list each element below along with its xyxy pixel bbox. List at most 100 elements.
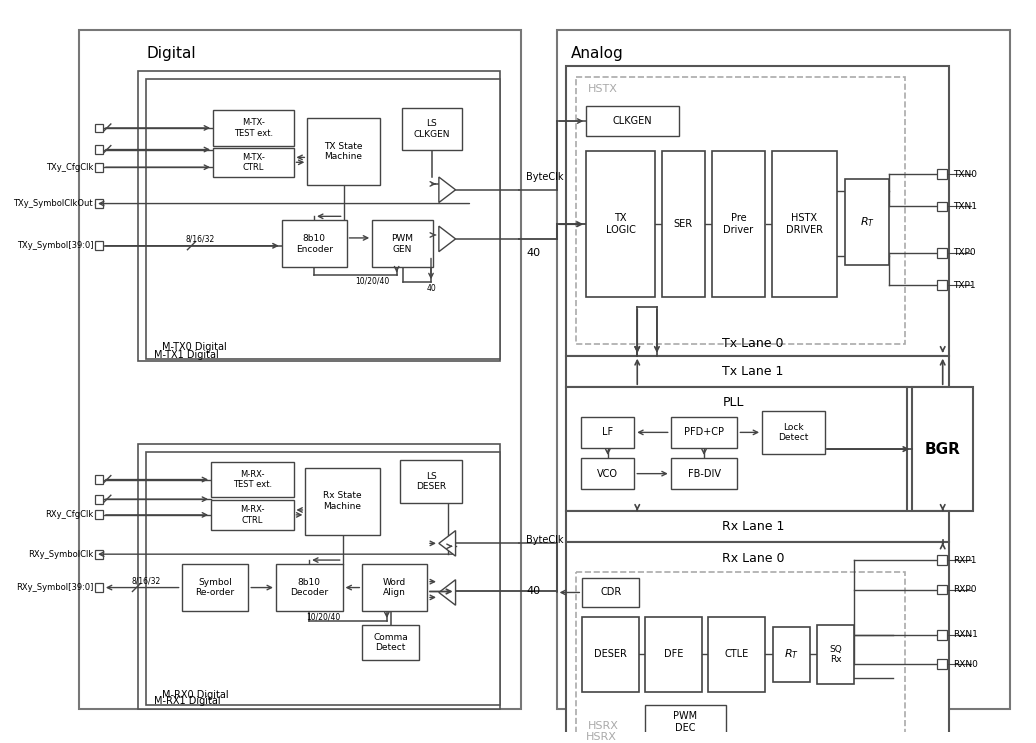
- Text: Pre
Driver: Pre Driver: [723, 213, 753, 235]
- Text: 10/20/40: 10/20/40: [306, 612, 340, 622]
- Bar: [372, 220, 433, 267]
- Bar: [566, 66, 949, 356]
- Text: LS
CLKGEN: LS CLKGEN: [413, 119, 451, 139]
- Bar: [773, 627, 810, 682]
- Text: Word
Align: Word Align: [383, 578, 406, 597]
- Text: BGR: BGR: [925, 441, 960, 457]
- Text: Digital: Digital: [146, 46, 196, 61]
- Text: PLL: PLL: [723, 397, 744, 409]
- Text: 8/16/32: 8/16/32: [185, 234, 214, 244]
- Bar: [937, 659, 947, 669]
- Bar: [937, 280, 947, 290]
- Text: HSRX: HSRX: [586, 732, 617, 742]
- Bar: [94, 583, 104, 592]
- Bar: [363, 564, 427, 611]
- Bar: [146, 79, 499, 359]
- Text: TXy_SymbolClkOut: TXy_SymbolClkOut: [13, 199, 93, 208]
- Text: RXy_CfgClk: RXy_CfgClk: [45, 510, 93, 519]
- Polygon shape: [439, 177, 456, 203]
- Text: 10/20/40: 10/20/40: [355, 276, 390, 285]
- Polygon shape: [439, 531, 456, 556]
- Text: CDR: CDR: [600, 588, 622, 597]
- Text: M-RX1 Digital: M-RX1 Digital: [154, 695, 221, 706]
- Text: LF: LF: [602, 427, 613, 438]
- Bar: [363, 625, 420, 661]
- Text: RXP1: RXP1: [953, 556, 977, 565]
- Text: ByteClk: ByteClk: [526, 172, 564, 182]
- Text: M-RX-
TEST ext.: M-RX- TEST ext.: [233, 470, 271, 489]
- Bar: [146, 452, 499, 705]
- Bar: [937, 169, 947, 179]
- Text: TXN0: TXN0: [953, 169, 978, 178]
- Text: Symbol
Re-order: Symbol Re-order: [196, 578, 234, 597]
- Bar: [306, 468, 380, 534]
- Bar: [94, 550, 104, 559]
- Bar: [80, 30, 521, 710]
- Bar: [712, 152, 765, 297]
- Bar: [772, 152, 837, 297]
- Text: 8b10
Decoder: 8b10 Decoder: [290, 578, 328, 597]
- Bar: [402, 108, 462, 149]
- Text: Tx Lane 0: Tx Lane 0: [722, 337, 784, 351]
- Text: CTLE: CTLE: [724, 649, 749, 659]
- Bar: [937, 247, 947, 258]
- Bar: [582, 617, 639, 692]
- Text: RXN0: RXN0: [953, 660, 978, 669]
- Bar: [139, 444, 499, 710]
- Text: SQ
Rx: SQ Rx: [829, 645, 842, 664]
- Bar: [566, 387, 908, 511]
- Text: Lock
Detect: Lock Detect: [778, 423, 809, 442]
- Bar: [94, 163, 104, 172]
- Bar: [139, 71, 499, 360]
- Bar: [94, 199, 104, 208]
- Bar: [400, 460, 462, 503]
- Text: CLKGEN: CLKGEN: [612, 116, 652, 126]
- Text: LS
DESER: LS DESER: [415, 472, 447, 491]
- Bar: [94, 510, 104, 519]
- Polygon shape: [439, 226, 456, 252]
- Text: HSTX: HSTX: [588, 84, 618, 94]
- Text: SER: SER: [673, 219, 693, 229]
- Text: HSTX
DRIVER: HSTX DRIVER: [785, 213, 823, 235]
- Bar: [94, 145, 104, 154]
- Text: RXy_SymbolClk: RXy_SymbolClk: [28, 550, 93, 559]
- Bar: [937, 555, 947, 565]
- Text: $R_T$: $R_T$: [860, 215, 874, 229]
- Text: 8/16/32: 8/16/32: [132, 576, 161, 585]
- Bar: [708, 617, 765, 692]
- Text: DFE: DFE: [664, 649, 684, 659]
- Text: M-TX0 Digital: M-TX0 Digital: [162, 342, 227, 352]
- Text: 40: 40: [526, 586, 541, 597]
- Bar: [94, 123, 104, 132]
- Text: M-RX0 Digital: M-RX0 Digital: [162, 690, 229, 700]
- Bar: [817, 625, 855, 684]
- Text: Tx Lane 1: Tx Lane 1: [722, 365, 784, 378]
- Text: TXN1: TXN1: [953, 202, 978, 211]
- Text: M-TX-
TEST ext.: M-TX- TEST ext.: [234, 118, 272, 137]
- Text: HSRX: HSRX: [588, 721, 620, 731]
- Text: TXP0: TXP0: [953, 248, 976, 257]
- Bar: [213, 148, 293, 177]
- Text: Rx Lane 1: Rx Lane 1: [722, 520, 784, 533]
- Text: TXP1: TXP1: [953, 281, 976, 290]
- Text: VCO: VCO: [598, 469, 618, 478]
- Bar: [94, 495, 104, 504]
- Text: M-TX-
CTRL: M-TX- CTRL: [241, 152, 264, 172]
- Bar: [586, 152, 655, 297]
- Bar: [308, 118, 380, 185]
- Text: RXP0: RXP0: [953, 585, 977, 594]
- Text: TX State
Machine: TX State Machine: [324, 142, 363, 161]
- Text: PWM
DEC: PWM DEC: [673, 711, 697, 733]
- Bar: [845, 179, 889, 265]
- Bar: [556, 30, 1010, 710]
- Bar: [670, 417, 738, 448]
- Text: RXy_Symbol[39:0]: RXy_Symbol[39:0]: [16, 583, 93, 592]
- Bar: [581, 417, 634, 448]
- Bar: [586, 106, 680, 136]
- Bar: [276, 564, 343, 611]
- Bar: [581, 458, 634, 490]
- Bar: [94, 475, 104, 484]
- Text: Rx Lane 0: Rx Lane 0: [722, 551, 784, 565]
- Text: 8b10
Encoder: 8b10 Encoder: [295, 234, 333, 253]
- Polygon shape: [439, 580, 456, 606]
